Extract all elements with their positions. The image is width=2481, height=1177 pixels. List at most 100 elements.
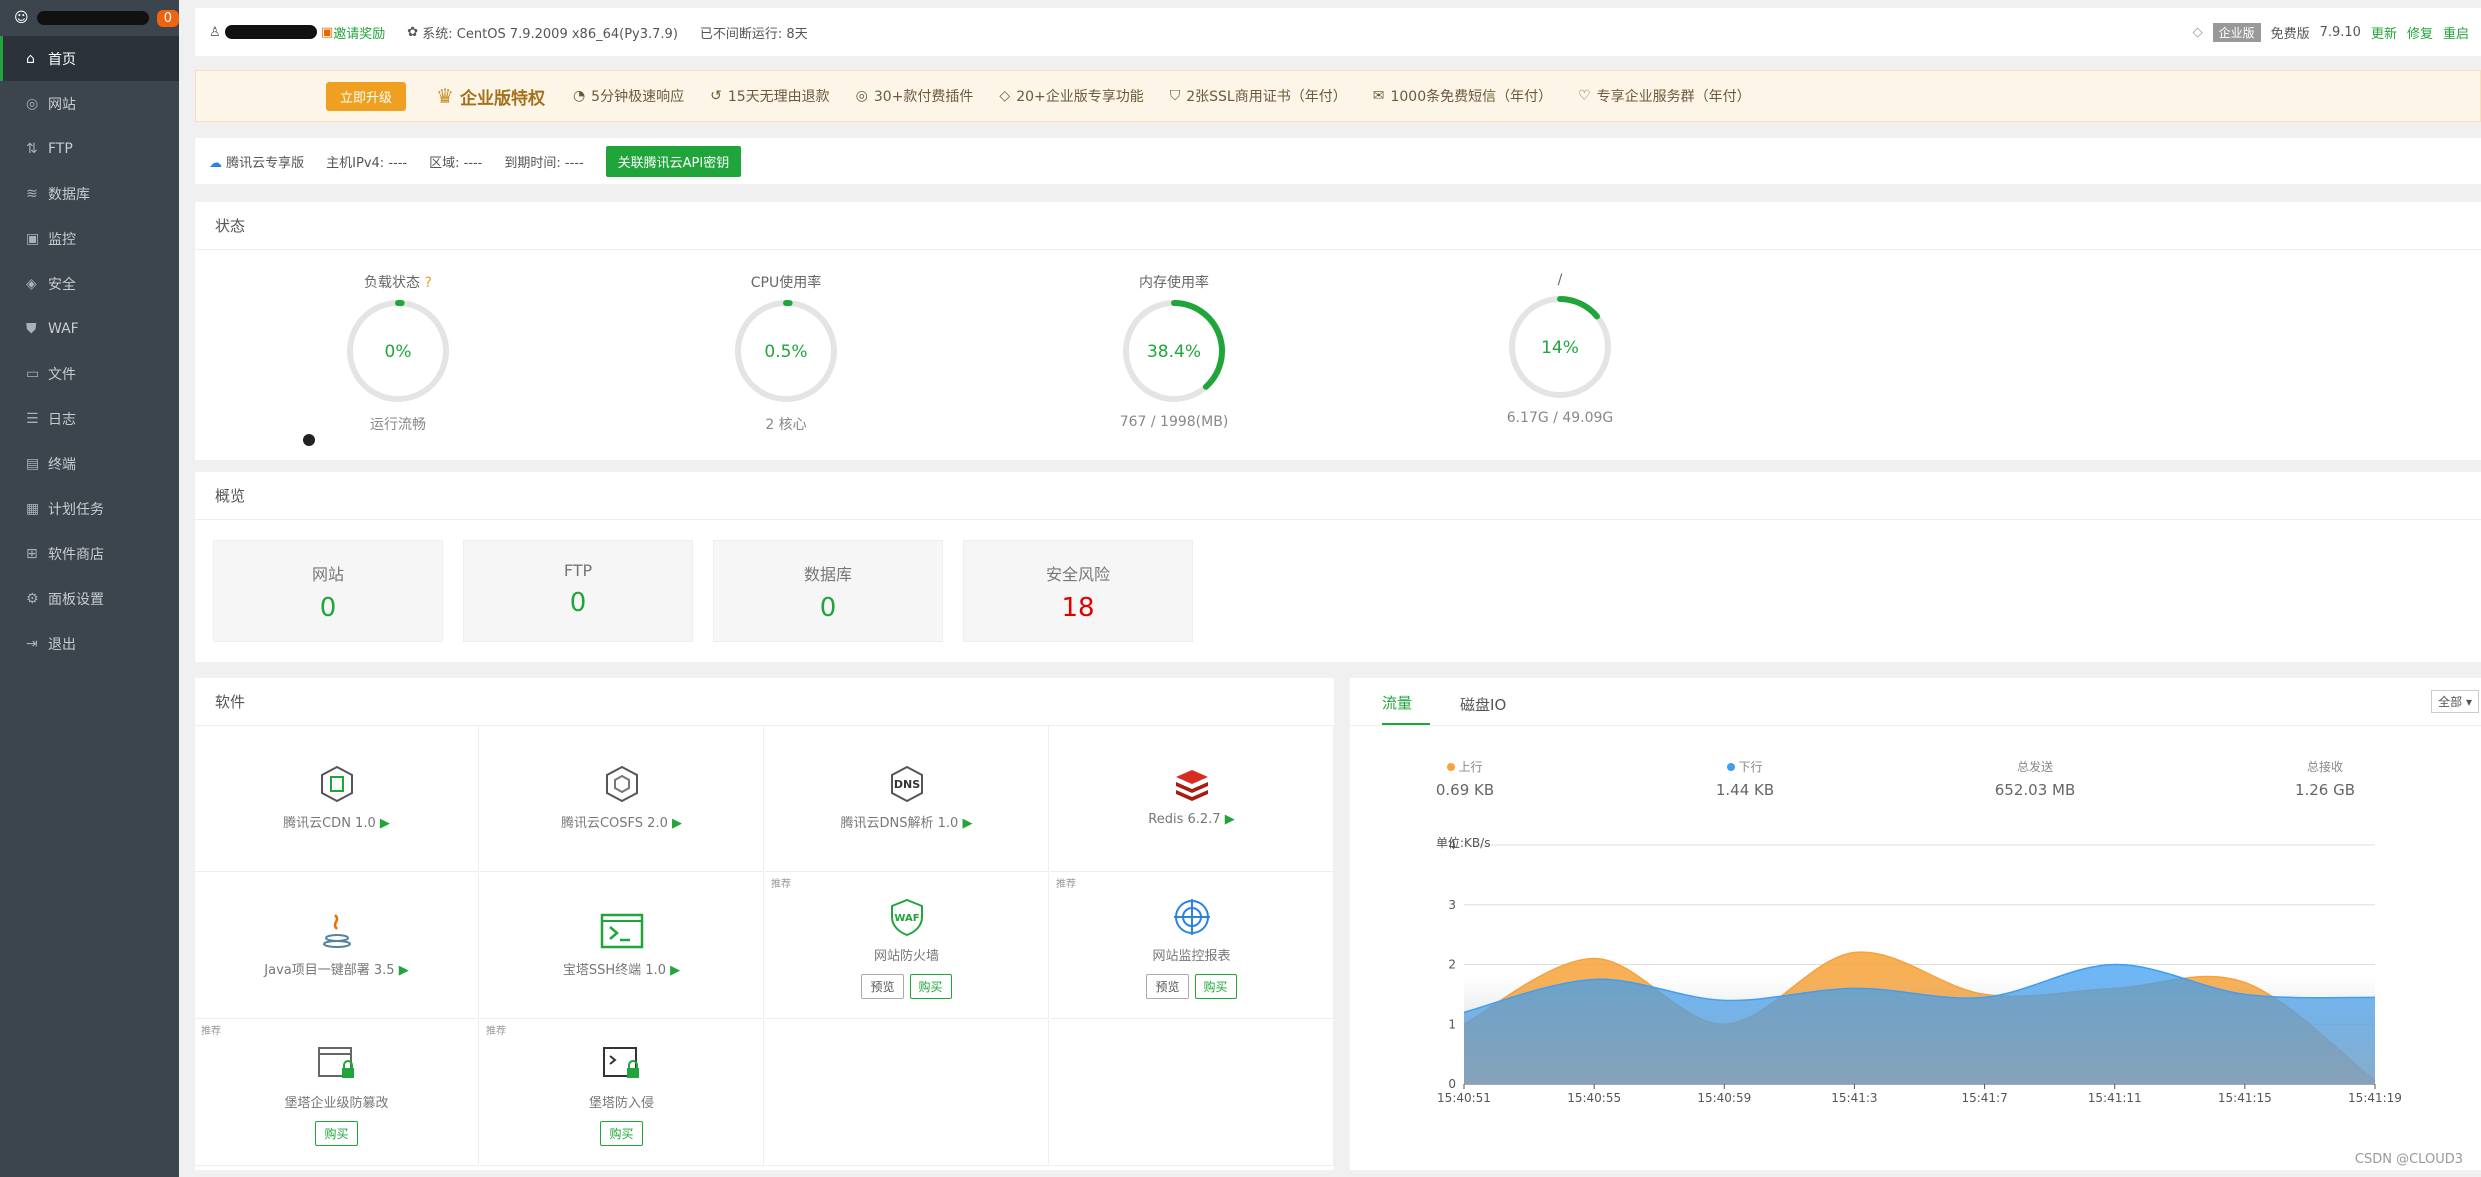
site-monitor-icon xyxy=(1170,895,1214,939)
preview-button[interactable]: 预览 xyxy=(1146,974,1189,999)
recommend-tag: 推荐 xyxy=(1056,879,1076,890)
buy-button[interactable]: 购买 xyxy=(600,1121,643,1146)
play-arrow-icon[interactable]: ▶ xyxy=(667,816,682,831)
gauge-subtitle: 2 核心 xyxy=(765,417,807,433)
play-arrow-icon[interactable]: ▶ xyxy=(1220,812,1235,827)
gauge-title-text: CPU使用率 xyxy=(750,275,822,291)
sidebar-item-label: 首页 xyxy=(48,51,76,68)
upgrade-label: 立即升级 xyxy=(340,90,393,106)
user-info: ♙ ▣ 邀请奖励 xyxy=(209,23,385,42)
notification-badge[interactable]: 0 xyxy=(156,9,179,27)
traffic-stat: 下行 1.44 KB xyxy=(1680,758,1810,799)
sidebar-item-2[interactable]: ⇅ FTP xyxy=(0,126,179,171)
software-card[interactable]: 推荐 WAF 网站防火墙 预览 购买 xyxy=(765,873,1049,1019)
software-card[interactable]: 推荐网站监控报表预览 购买 xyxy=(1050,873,1334,1019)
gauge-value: 38.4% xyxy=(1147,342,1201,362)
enterprise-edition-badge[interactable]: 企业版 xyxy=(2212,22,2261,42)
sidebar-item-8[interactable]: ☰ 日志 xyxy=(0,396,179,441)
y-tick-label: 2 xyxy=(1448,958,1456,972)
sidebar-item-5[interactable]: ◈ 安全 xyxy=(0,261,179,306)
gauge-title-text: 负载状态 xyxy=(364,275,421,291)
range-select[interactable]: 全部 ▾ xyxy=(2431,690,2479,713)
update-link[interactable]: 更新 xyxy=(2370,26,2397,42)
software-card[interactable]: 腾讯云COSFS 2.0 ▶ xyxy=(480,726,764,872)
traffic-stat-label-text: 总发送 xyxy=(2016,760,2053,774)
overview-databases[interactable]: 数据库 0 xyxy=(713,540,943,642)
software-card[interactable]: Java项目一键部署 3.5 ▶ xyxy=(195,873,479,1019)
buy-button[interactable]: 购买 xyxy=(909,974,952,999)
sidebar: ☺ 0 ⌂ 首页 ◎ 网站 ⇅ FTP ≋ 数据库 ▣ 监控 ◈ 安全 ⛊ WAF ▭ 文件 ☰ 日志 ▤ 终端 ▦ 计划… xyxy=(0,0,179,1177)
gauge[interactable]: / 14% 6.17G / 49.09G xyxy=(1475,272,1645,426)
os-icon: ✿ xyxy=(407,24,419,40)
sidebar-item-1[interactable]: ◎ 网站 xyxy=(0,81,179,126)
preview-button[interactable]: 预览 xyxy=(861,974,904,999)
database-icon: ≋ xyxy=(26,185,38,202)
overview-sites[interactable]: 网站 0 xyxy=(213,540,443,642)
software-card[interactable]: 推荐 堡塔防入侵 购买 xyxy=(480,1020,764,1166)
gauge-ring: 0.5% xyxy=(735,300,837,402)
play-arrow-icon[interactable]: ▶ xyxy=(394,963,409,978)
play-arrow-icon[interactable]: ▶ xyxy=(665,963,681,978)
play-arrow-icon[interactable]: ▶ xyxy=(958,816,973,831)
sidebar-item-label: 文件 xyxy=(48,366,76,383)
service-group-icon: ♡ xyxy=(1578,88,1591,104)
sidebar-item-7[interactable]: ▭ 文件 xyxy=(0,351,179,396)
software-name: 堡塔防入侵 xyxy=(480,1092,763,1111)
sidebar-item-4[interactable]: ▣ 监控 xyxy=(0,216,179,261)
invite-reward-link[interactable]: 邀请奖励 xyxy=(333,26,386,42)
buy-button[interactable]: 购买 xyxy=(1194,974,1237,999)
plugin-icon: ◎ xyxy=(855,88,868,104)
buy-button[interactable]: 购买 xyxy=(315,1121,358,1146)
software-name-text: 宝塔SSH终端 1.0 xyxy=(562,963,666,978)
enterprise-title: ♛ 企业版特权 xyxy=(436,84,545,109)
software-name: 宝塔SSH终端 1.0 ▶ xyxy=(480,959,763,978)
software-name: 网站监控报表 xyxy=(1050,945,1333,964)
uptime-text: 已不间断运行: 8天 xyxy=(699,26,808,42)
sidebar-item-3[interactable]: ≋ 数据库 xyxy=(0,171,179,216)
sidebar-item-0[interactable]: ⌂ 首页 xyxy=(0,36,179,81)
tab-disk-io[interactable]: 磁盘IO xyxy=(1460,696,1507,714)
software-card[interactable]: 宝塔SSH终端 1.0 ▶ xyxy=(480,873,764,1019)
play-arrow-icon[interactable]: ▶ xyxy=(375,816,390,831)
gauge[interactable]: 内存使用率 38.4% 767 / 1998(MB) xyxy=(1089,272,1259,430)
sidebar-item-6[interactable]: ⛊ WAF xyxy=(0,306,179,351)
sidebar-item-9[interactable]: ▤ 终端 xyxy=(0,441,179,486)
x-tick-label: 15:41:7 xyxy=(1961,1091,2007,1105)
overview-ftp[interactable]: FTP 0 xyxy=(463,540,693,642)
software-card[interactable]: Redis 6.2.7 ▶ xyxy=(1050,726,1334,872)
help-icon[interactable]: ? xyxy=(420,275,432,291)
restart-link[interactable]: 重启 xyxy=(2442,26,2469,42)
traffic-stat-label-text: 总接收 xyxy=(2306,760,2343,774)
enterprise-feature-label: 2张SSL商用证书（年付） xyxy=(1186,89,1347,105)
enterprise-feature-label: 5分钟极速响应 xyxy=(591,89,685,105)
traffic-stat: 总发送 652.03 MB xyxy=(1970,758,2100,799)
enterprise-feature: ◔ 5分钟极速响应 xyxy=(573,86,684,106)
overview-security-risk[interactable]: 安全风险 18 xyxy=(963,540,1193,642)
software-card[interactable]: DNS 腾讯云DNS解析 1.0 ▶ xyxy=(765,726,1049,872)
svg-text:WAF: WAF xyxy=(894,913,919,924)
software-card[interactable]: 推荐 堡塔企业级防篡改 购买 xyxy=(195,1020,479,1166)
sidebar-item-10[interactable]: ▦ 计划任务 xyxy=(0,486,179,531)
sidebar-item-label: 计划任务 xyxy=(48,501,104,518)
sidebar-item-12[interactable]: ⚙ 面板设置 xyxy=(0,576,179,621)
gauge[interactable]: CPU使用率 0.5% 2 核心 xyxy=(701,272,871,434)
sidebar-item-11[interactable]: ⊞ 软件商店 xyxy=(0,531,179,576)
repair-link[interactable]: 修复 xyxy=(2406,26,2433,42)
sidebar-menu: ⌂ 首页 ◎ 网站 ⇅ FTP ≋ 数据库 ▣ 监控 ◈ 安全 ⛊ WAF ▭ 文件 ☰ 日志 ▤ 终端 ▦ 计划任务 ⊞ 软… xyxy=(0,36,179,666)
upgrade-button[interactable]: 立即升级 xyxy=(326,81,407,111)
enterprise-title-text: 企业版特权 xyxy=(459,88,545,109)
tab-traffic[interactable]: 流量 xyxy=(1382,692,1431,725)
gauge-subtitle: 767 / 1998(MB) xyxy=(1119,414,1229,430)
gauge[interactable]: 负载状态 ? 0% 运行流畅 xyxy=(313,272,483,434)
gauge-title: / xyxy=(1475,272,1645,288)
ftp-icon: ⇅ xyxy=(26,140,38,157)
sidebar-item-13[interactable]: ⇥ 退出 xyxy=(0,621,179,666)
bind-api-key-button[interactable]: 关联腾讯云API密钥 xyxy=(605,145,742,177)
overview-card-value: 0 xyxy=(319,593,337,623)
software-name: 腾讯云COSFS 2.0 ▶ xyxy=(480,812,763,831)
traffic-stat: 上行 0.69 KB xyxy=(1400,758,1530,799)
globe-icon: ◎ xyxy=(26,95,39,112)
software-name-text: 网站监控报表 xyxy=(1152,949,1231,964)
legend-dot-icon xyxy=(1447,763,1456,771)
software-card[interactable]: 腾讯云CDN 1.0 ▶ xyxy=(195,726,479,872)
